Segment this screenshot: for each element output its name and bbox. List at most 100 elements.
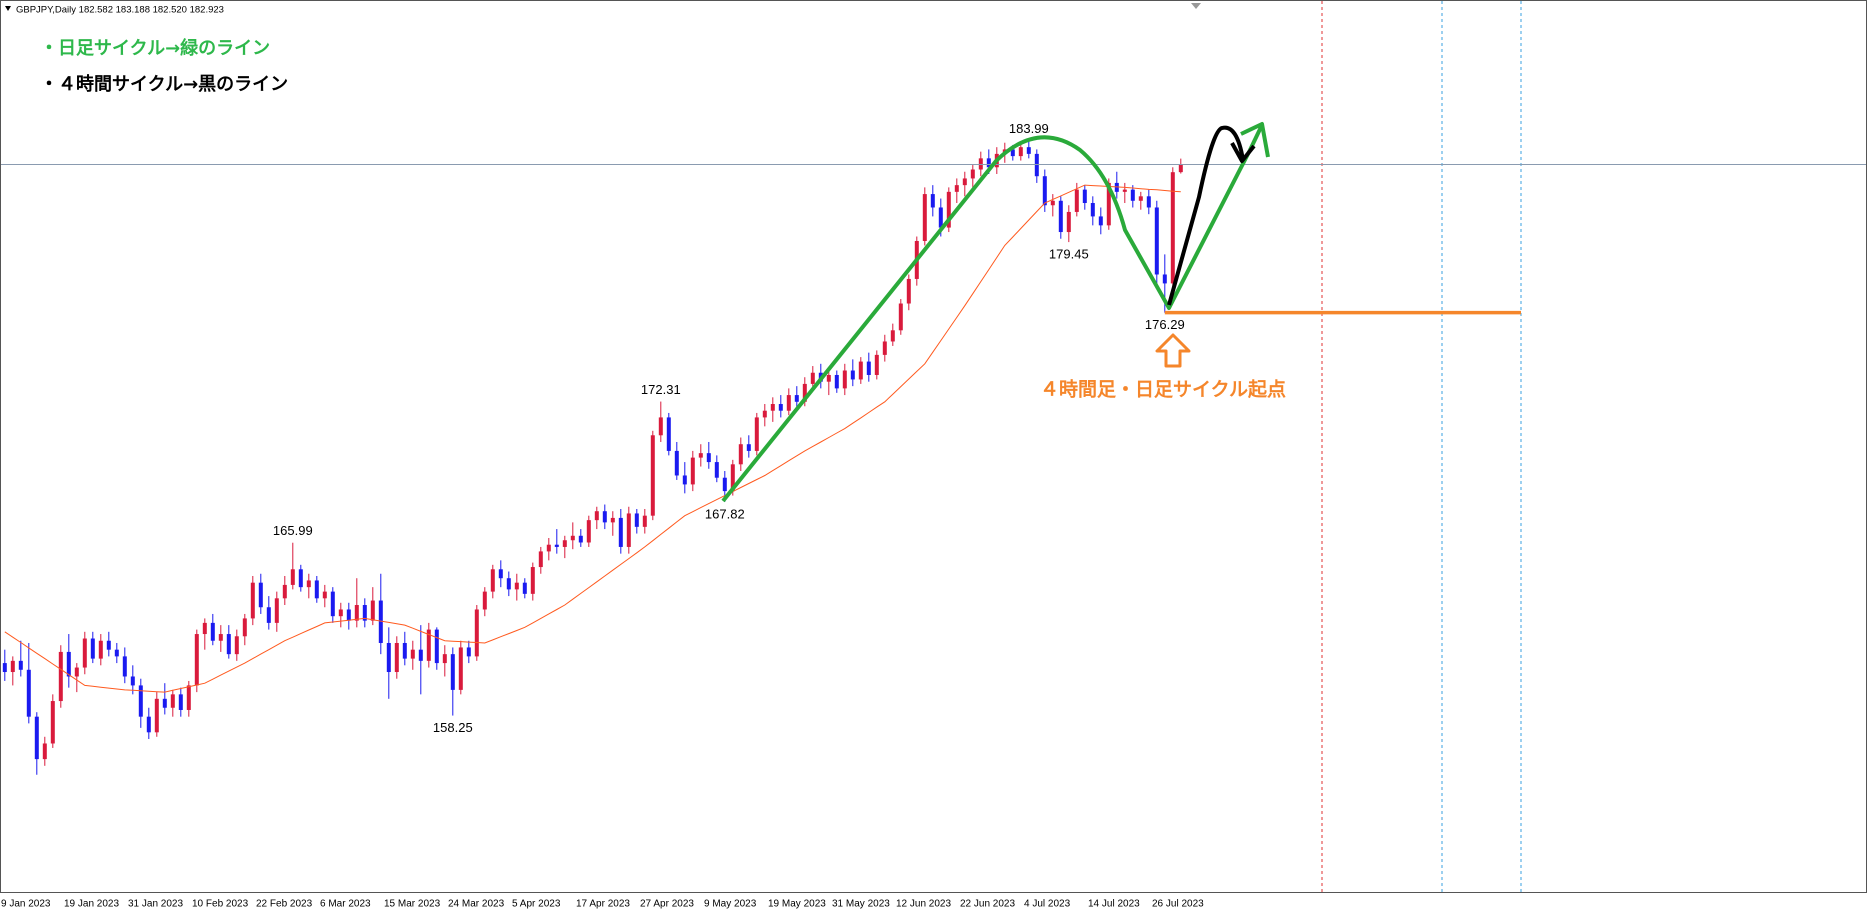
scroll-marker bbox=[1191, 3, 1201, 9]
candle-body bbox=[1026, 147, 1031, 154]
candle-body bbox=[2, 663, 7, 673]
daily-cycle-line bbox=[721, 135, 1252, 503]
candle-body bbox=[1146, 196, 1151, 208]
candle-body bbox=[690, 457, 695, 485]
candle-body bbox=[50, 701, 55, 744]
moving-average bbox=[4, 184, 1181, 693]
candle-body bbox=[378, 600, 383, 643]
candle-body bbox=[162, 698, 167, 708]
candle-body bbox=[122, 656, 127, 677]
candle-body bbox=[1098, 216, 1103, 226]
x-tick-label: 12 Jun 2023 bbox=[896, 899, 951, 910]
x-tick-label: 4 Jul 2023 bbox=[1024, 899, 1071, 910]
candle-body bbox=[482, 591, 487, 610]
candle-body bbox=[282, 584, 287, 599]
candle-body bbox=[298, 569, 303, 588]
candle-body bbox=[338, 609, 343, 617]
candle-body bbox=[954, 185, 959, 192]
candle-body bbox=[1018, 147, 1023, 157]
candle-body bbox=[1162, 274, 1167, 284]
candle-body bbox=[514, 582, 519, 590]
swing-label: 183.99 bbox=[1009, 121, 1049, 136]
candle-body bbox=[354, 605, 359, 621]
candle-body bbox=[290, 569, 295, 585]
candle-body bbox=[794, 395, 799, 402]
candle-body bbox=[346, 609, 351, 621]
candle-body bbox=[570, 535, 575, 541]
candle-body bbox=[522, 582, 527, 594]
candle-body bbox=[1122, 189, 1127, 192]
candle-body bbox=[202, 622, 207, 635]
candle-body bbox=[1106, 182, 1111, 226]
candle-body bbox=[594, 511, 599, 521]
candle-body bbox=[210, 622, 215, 641]
candle-body bbox=[242, 618, 247, 637]
candle-body bbox=[714, 462, 719, 478]
candle-body bbox=[666, 417, 671, 451]
candle-body bbox=[42, 743, 47, 760]
candle-body bbox=[674, 450, 679, 476]
candle-body bbox=[458, 647, 463, 690]
candle-body bbox=[402, 642, 407, 659]
candle-body bbox=[450, 654, 455, 690]
x-tick-label: 14 Jul 2023 bbox=[1088, 899, 1140, 910]
candle-body bbox=[882, 341, 887, 355]
candle-body bbox=[754, 417, 759, 451]
candle-body bbox=[1138, 196, 1143, 201]
candle-body bbox=[362, 605, 367, 621]
candle-body bbox=[314, 580, 319, 599]
candle-body bbox=[610, 517, 615, 523]
candle-body bbox=[826, 374, 831, 382]
note: ・４時間サイクル→黒のライン bbox=[40, 74, 288, 95]
candle-body bbox=[1074, 189, 1079, 212]
candle-body bbox=[98, 640, 103, 659]
candle-body bbox=[722, 477, 727, 492]
candle-body bbox=[394, 642, 399, 673]
candle-body bbox=[898, 303, 903, 331]
candle-body bbox=[258, 582, 263, 608]
candle-body bbox=[306, 580, 311, 588]
callout-text: ４時間足・日足サイクル起点 bbox=[1040, 379, 1286, 401]
x-tick-label: 5 Apr 2023 bbox=[512, 899, 561, 910]
candle-body bbox=[434, 629, 439, 664]
candle-body bbox=[970, 169, 975, 179]
four-hour-cycle-arrowhead bbox=[1230, 142, 1256, 163]
candle-body bbox=[170, 694, 175, 708]
candle-body bbox=[1170, 172, 1175, 284]
x-tick-label: 15 Mar 2023 bbox=[384, 899, 441, 910]
candle-body bbox=[426, 629, 431, 661]
candle-body bbox=[1058, 200, 1063, 233]
candle-body bbox=[18, 660, 23, 670]
candle-body bbox=[34, 716, 39, 760]
candle-body bbox=[58, 651, 63, 702]
candle-body bbox=[962, 178, 967, 186]
x-tick-label: 9 Jan 2023 bbox=[1, 899, 51, 910]
callout-arrow bbox=[1155, 333, 1191, 368]
candle-body bbox=[322, 591, 327, 599]
candle-body bbox=[490, 569, 495, 592]
x-tick-label: 19 May 2023 bbox=[768, 899, 826, 910]
x-tick-label: 31 Jan 2023 bbox=[128, 899, 183, 910]
x-tick-label: 31 May 2023 bbox=[832, 899, 890, 910]
x-tick-label: 22 Jun 2023 bbox=[960, 899, 1015, 910]
swing-label: 167.82 bbox=[705, 506, 745, 521]
candle-body bbox=[274, 598, 279, 623]
candle-body bbox=[986, 158, 991, 168]
swing-label: 172.31 bbox=[641, 382, 681, 397]
x-tick-label: 27 Apr 2023 bbox=[640, 899, 694, 910]
note: ・日足サイクル→緑のライン bbox=[40, 37, 270, 59]
candle-body bbox=[842, 370, 847, 389]
candle-body bbox=[442, 654, 447, 664]
candle-body bbox=[1034, 153, 1039, 177]
candle-body bbox=[642, 515, 647, 527]
candle-body bbox=[130, 676, 135, 686]
candle-body bbox=[562, 540, 567, 547]
candle-body bbox=[194, 634, 199, 686]
candle-body bbox=[802, 383, 807, 402]
x-tick-label: 22 Feb 2023 bbox=[256, 899, 313, 910]
candle-body bbox=[930, 194, 935, 208]
x-tick-label: 10 Feb 2023 bbox=[192, 899, 249, 910]
candle-body bbox=[890, 330, 895, 342]
candle-body bbox=[778, 404, 783, 411]
